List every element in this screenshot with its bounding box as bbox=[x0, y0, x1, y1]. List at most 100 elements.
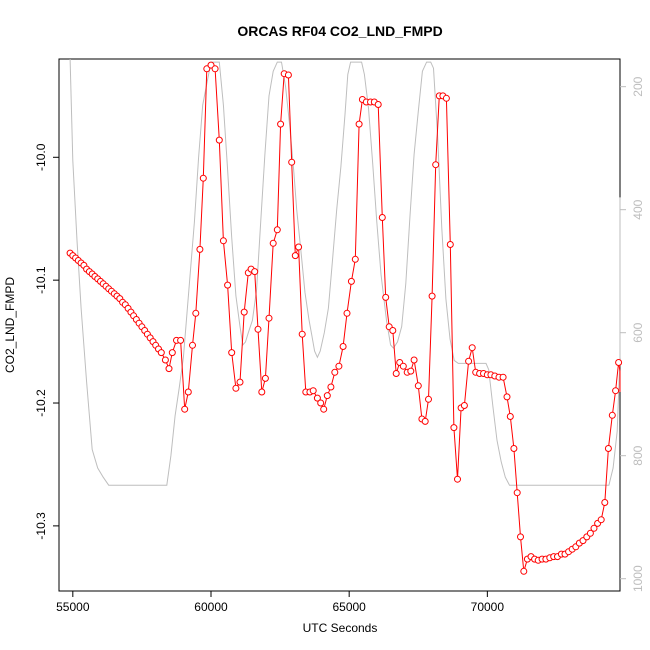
co2-point bbox=[284, 71, 292, 79]
co2-point bbox=[612, 387, 620, 395]
co2-point bbox=[510, 445, 518, 452]
co2-point bbox=[254, 325, 262, 333]
co2-point bbox=[224, 281, 232, 289]
co2-point bbox=[291, 252, 299, 260]
co2-point bbox=[608, 411, 616, 419]
co2-point bbox=[468, 344, 476, 352]
co2-point bbox=[428, 292, 436, 300]
co2-point bbox=[351, 255, 359, 263]
co2-point bbox=[199, 174, 207, 182]
co2-point bbox=[442, 94, 450, 102]
co2-point bbox=[331, 368, 339, 376]
co2-point bbox=[265, 314, 273, 322]
co2-point bbox=[181, 405, 189, 413]
co2-point bbox=[460, 402, 468, 409]
co2-point bbox=[161, 356, 169, 364]
co2-point bbox=[454, 475, 461, 483]
y2-tick-label: 400 bbox=[631, 199, 645, 219]
co2-point bbox=[446, 241, 454, 248]
y-axis-label: CO2_LND_FMPD bbox=[3, 277, 17, 373]
co2-point bbox=[273, 226, 281, 234]
co2-point bbox=[425, 395, 432, 403]
co2-point bbox=[503, 393, 511, 401]
y-axis-right: 200 400 600 800 1000 bbox=[620, 76, 645, 592]
co2-point bbox=[410, 356, 418, 364]
co2-line bbox=[69, 64, 621, 572]
x-tick-label: 70000 bbox=[471, 600, 505, 614]
co2-point bbox=[450, 424, 458, 432]
co2-point bbox=[215, 136, 223, 144]
y-tick-label: -10.3 bbox=[34, 512, 48, 540]
co2-point bbox=[517, 533, 524, 541]
co2-point bbox=[320, 405, 328, 413]
co2-point bbox=[323, 392, 331, 400]
pressure-series bbox=[69, 58, 621, 486]
co2-point bbox=[499, 373, 507, 381]
co2-point bbox=[258, 388, 266, 396]
co2-point bbox=[177, 336, 185, 344]
y2-tick-label: 600 bbox=[631, 322, 645, 342]
co2-point bbox=[157, 349, 165, 357]
co2-point bbox=[251, 268, 259, 276]
co2-point bbox=[232, 384, 240, 392]
co2-point bbox=[615, 359, 623, 366]
co2-point bbox=[309, 387, 317, 395]
y2-tick-label: 200 bbox=[631, 76, 645, 96]
co2-point bbox=[506, 413, 514, 420]
pressure-line bbox=[69, 58, 621, 486]
y2-tick-label: 800 bbox=[631, 445, 645, 465]
co2-point bbox=[601, 499, 609, 506]
co2-point bbox=[392, 370, 400, 377]
y-tick-label: -10.2 bbox=[34, 389, 48, 417]
x-axis-label: UTC Seconds bbox=[303, 621, 378, 635]
co2-point bbox=[347, 277, 355, 285]
co2-point bbox=[192, 309, 200, 317]
chart-title: ORCAS RF04 CO2_LND_FMPD bbox=[237, 23, 442, 39]
co2-point bbox=[228, 349, 236, 357]
co2-point bbox=[597, 516, 605, 524]
co2-point bbox=[421, 417, 429, 425]
co2-point bbox=[317, 399, 325, 407]
x-tick-label: 55000 bbox=[56, 600, 90, 614]
co2-point bbox=[586, 529, 594, 537]
co2-point bbox=[288, 158, 296, 166]
co2-point bbox=[298, 330, 306, 338]
co2-point bbox=[339, 343, 347, 350]
co2-point bbox=[407, 367, 415, 375]
co2-point bbox=[189, 341, 196, 349]
co2-point bbox=[389, 327, 397, 334]
co2-point bbox=[604, 445, 612, 452]
y-axis: -10.0 -10.1 -10.2 -10.3 bbox=[34, 143, 59, 540]
co2-point bbox=[520, 567, 528, 575]
co2-point bbox=[590, 524, 598, 532]
co2-point bbox=[513, 489, 521, 497]
co2-point bbox=[219, 237, 227, 245]
co2-point bbox=[196, 245, 204, 253]
co2-point bbox=[343, 309, 351, 317]
co2-point bbox=[355, 120, 363, 128]
co2-point bbox=[165, 365, 173, 373]
co2-point bbox=[236, 378, 244, 386]
co2-point bbox=[295, 243, 303, 251]
x-tick-label: 60000 bbox=[194, 600, 228, 614]
co2-point bbox=[465, 357, 473, 365]
y-tick-label: -10.1 bbox=[34, 266, 48, 294]
co2-point bbox=[277, 120, 285, 128]
co2-point bbox=[432, 161, 440, 169]
co2-point bbox=[269, 239, 277, 247]
co2-point bbox=[335, 362, 343, 370]
co2-point bbox=[399, 362, 407, 370]
co2-point bbox=[378, 214, 386, 221]
co2-point bbox=[211, 65, 219, 73]
co2-point bbox=[327, 383, 335, 391]
co2-point bbox=[382, 293, 390, 301]
co2-point bbox=[240, 308, 248, 316]
y-tick-label: -10.0 bbox=[34, 143, 48, 171]
co2-point bbox=[261, 374, 269, 382]
co2-point bbox=[414, 382, 422, 390]
co2-point bbox=[168, 349, 176, 357]
co2-point bbox=[374, 101, 382, 108]
co2-series-points bbox=[66, 61, 623, 575]
y2-tick-label: 1000 bbox=[631, 565, 645, 592]
